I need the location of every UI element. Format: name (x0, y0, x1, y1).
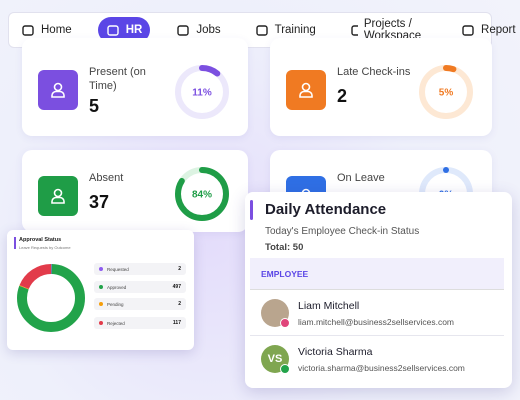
icon-head (53, 188, 63, 198)
stat-icon (286, 70, 326, 110)
legend-row: Pending 2 (94, 298, 186, 310)
icon-head (301, 82, 311, 92)
legend-label: Approved (107, 284, 127, 290)
stat-label: Late Check-ins (337, 66, 411, 78)
accent-bar (14, 237, 16, 249)
nav-icon-shape (106, 25, 119, 36)
nav-item[interactable]: Report (453, 17, 520, 43)
employee-name: Victoria Sharma (298, 346, 373, 358)
attendance-total: Total: 50 (265, 242, 304, 253)
donut-arc (175, 65, 229, 119)
person-icon (51, 82, 65, 98)
legend-value: 2 (178, 266, 181, 272)
donut-segment (17, 264, 85, 332)
nav-icon (462, 25, 474, 36)
person-icon (51, 188, 65, 204)
avatar-initials: VS (267, 353, 283, 365)
nav-item[interactable]: Training (247, 17, 324, 43)
nav-label: Home (41, 24, 72, 36)
nav-label: Jobs (196, 24, 221, 36)
donut-label: 5% (439, 88, 454, 99)
stat-value: 2 (337, 86, 348, 106)
nav-icon-shape (22, 25, 34, 36)
column-header (250, 258, 504, 290)
attendance-title: Daily Attendance (265, 201, 387, 218)
legend-row: Requested 2 (94, 263, 186, 275)
legend-value: 497 (172, 284, 181, 290)
stat-donut: 84% (175, 167, 229, 221)
stat-icon (38, 70, 78, 110)
nav-item[interactable]: Home (13, 17, 80, 43)
stat-label: On Leave (337, 172, 385, 184)
legend-label: Requested (107, 266, 129, 272)
approval-title: Approval Status (19, 237, 62, 243)
stat-value: 5 (89, 96, 100, 116)
stat-label: Present (on Time) (89, 66, 146, 92)
row-divider (250, 335, 504, 336)
accent-bar (250, 200, 253, 220)
nav-icon (177, 25, 190, 36)
stat-card: Absent 37 84% (22, 150, 248, 232)
donut-label: 84% (192, 190, 212, 201)
nav-icon-shape (462, 25, 474, 36)
nav-icon-shape (177, 25, 190, 36)
nav-label: Report (481, 24, 516, 36)
stat-value: 37 (89, 192, 110, 212)
approval-panel: Approval Status Leave Requests by Outcome… (7, 230, 194, 350)
avatar: VS (261, 345, 289, 373)
legend-dot (99, 321, 103, 325)
status-badge (280, 364, 290, 374)
legend-value: 2 (178, 301, 181, 307)
approval-donut (17, 264, 85, 332)
stat-icon (38, 176, 78, 216)
stat-card: Present (on Time) 5 11% (22, 38, 248, 136)
stat-label: Absent (89, 172, 124, 184)
legend-row: Rejected 117 (94, 317, 186, 329)
nav-icon (22, 25, 34, 36)
legend-value: 117 (172, 320, 181, 326)
legend-dot (99, 285, 103, 289)
stat-donut: 11% (175, 65, 229, 119)
nav-icon-shape (255, 25, 268, 36)
attendance-panel: Daily Attendance Today's Employee Check-i… (245, 192, 512, 388)
legend-label: Rejected (107, 320, 125, 326)
icon-head (53, 82, 63, 92)
icon-body (51, 196, 65, 204)
icon-body (51, 90, 65, 98)
donut-label: 11% (192, 88, 212, 99)
stat-donut: 5% (419, 65, 473, 119)
donut-arc (419, 65, 473, 119)
legend-row: Approved 497 (94, 281, 186, 293)
person-icon (299, 82, 313, 98)
stat-card: Late Check-ins 2 5% (270, 38, 492, 136)
approval-subtitle: Leave Requests by Outcome (19, 245, 71, 250)
employee-email: victoria.sharma@business2sellservices.co… (298, 363, 465, 373)
nav-label: HR (125, 24, 143, 36)
nav-icon (255, 25, 268, 36)
donut-segment (17, 264, 85, 332)
nav-icon (351, 25, 358, 36)
nav-icon (106, 25, 119, 36)
donut-arc (175, 167, 229, 221)
nav-icon-shape (351, 25, 358, 36)
column-label: EMPLOYEE (261, 269, 309, 279)
donut-arc (419, 167, 473, 221)
employee-email: liam.mitchell@business2sellservices.com (298, 317, 455, 327)
employee-name: Liam Mitchell (298, 300, 360, 312)
status-badge (280, 318, 290, 328)
legend-dot (99, 267, 103, 271)
legend-label: Pending (107, 301, 124, 307)
legend-dot (99, 302, 103, 306)
attendance-subtitle: Today's Employee Check-in Status (265, 226, 420, 237)
icon-body (299, 90, 313, 98)
nav-label: Training (274, 24, 316, 36)
nav-item[interactable]: Jobs (168, 17, 228, 43)
